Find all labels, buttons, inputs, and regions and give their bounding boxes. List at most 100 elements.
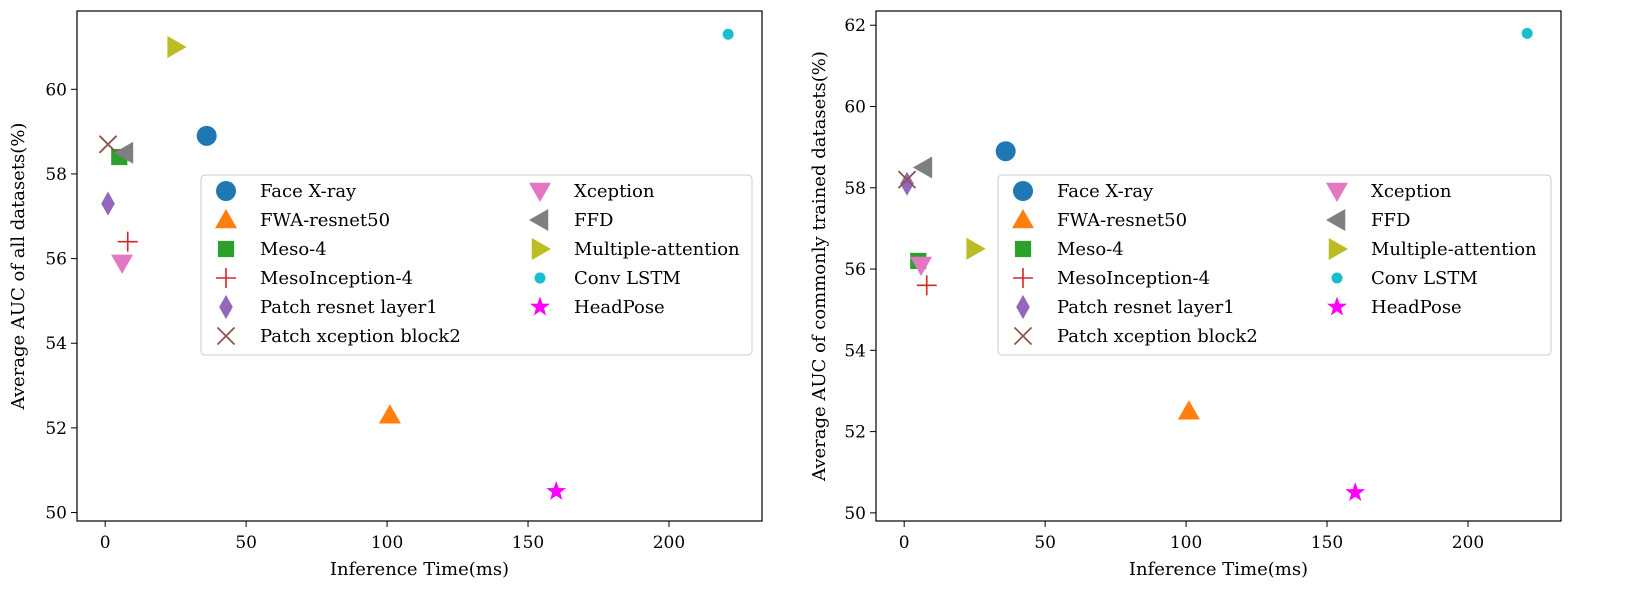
legend-entry-multiple-attention: Multiple-attention [531, 238, 740, 260]
legend-marker-patch-xception-block2 [216, 326, 236, 346]
legend-marker-fwa-resnet50 [215, 209, 237, 229]
legend-marker-xception [1326, 182, 1348, 202]
y-tick-label: 56 [45, 250, 67, 270]
legend-marker-meso-4 [1014, 240, 1032, 258]
x-tick-label: 100 [371, 533, 403, 553]
data-points [897, 27, 1533, 502]
legend-entry-mesoinception-4: MesoInception-4 [1013, 268, 1210, 289]
x-axis-label: Inference Time(ms) [1129, 559, 1308, 580]
data-point-ffd [113, 141, 134, 164]
data-point-mesoinception-4 [916, 275, 937, 296]
x-tick-label: 150 [512, 533, 544, 553]
data-point-conv-lstm [722, 28, 734, 40]
y-tick-label: 60 [45, 80, 67, 100]
data-point-multiple-attention [167, 35, 187, 58]
y-tick-label: 58 [844, 179, 866, 199]
y-axis-label: Average AUC of all datasets(%) [8, 123, 29, 411]
y-axis-label: Average AUC of commonly trained datasets… [809, 51, 830, 482]
legend-entry-fwa-resnet50: FWA-resnet50 [215, 209, 390, 231]
legend-label: HeadPose [1371, 297, 1462, 318]
legend-marker-headpose [530, 296, 550, 316]
data-point-headpose [1345, 482, 1366, 502]
legend-label: FFD [574, 210, 613, 231]
legend-entry-patch-resnet-layer1: Patch resnet layer1 [1016, 294, 1235, 320]
legend-entry-meso-4: Meso-4 [217, 239, 327, 260]
legend-marker-meso-4 [217, 240, 235, 258]
data-point-fwa-resnet50 [378, 404, 401, 424]
legend-label: MesoInception-4 [1057, 268, 1210, 289]
x-tick-label: 0 [100, 533, 111, 553]
legend-label: Conv LSTM [574, 268, 681, 289]
legend-entry-headpose: HeadPose [1327, 296, 1462, 318]
data-point-ffd [912, 156, 933, 179]
data-point-multiple-attention [966, 237, 986, 260]
legend-marker-face-x-ray [1013, 181, 1033, 201]
legend-label: Meso-4 [1057, 239, 1124, 260]
y-tick-label: 52 [45, 419, 67, 439]
legend-marker-conv-lstm [1331, 272, 1343, 284]
legend-marker-xception [529, 182, 551, 202]
legend-marker-patch-resnet-layer1 [219, 294, 233, 320]
legend-entry-headpose: HeadPose [530, 296, 665, 318]
plot-area [875, 10, 1562, 522]
legend-marker-multiple-attention [1328, 238, 1348, 260]
legend-marker-mesoinception-4 [216, 268, 236, 288]
legend-label: Meso-4 [260, 239, 327, 260]
legend-entry-ffd: FFD [1326, 209, 1410, 231]
data-point-patch-xception-block2 [897, 170, 917, 189]
legend-marker-headpose [1327, 296, 1347, 316]
legend-entry-conv-lstm: Conv LSTM [1331, 268, 1478, 289]
legend-label: Patch xception block2 [1057, 326, 1258, 347]
data-point-conv-lstm [1521, 27, 1533, 39]
legend-entry-xception: Xception [529, 181, 655, 202]
legend-entry-patch-resnet-layer1: Patch resnet layer1 [219, 294, 438, 320]
x-tick-label: 200 [653, 533, 685, 553]
left-chart: 0 50 100 150 200 50 52 54 56 58 60 Inference Time(m… [8, 10, 763, 580]
legend-label: HeadPose [574, 297, 665, 318]
legend-marker-patch-resnet-layer1 [1016, 294, 1030, 320]
legend-label: FFD [1371, 210, 1410, 231]
x-tick-label: 0 [899, 533, 910, 553]
legend-label: Xception [574, 181, 655, 202]
legend-label: Patch xception block2 [260, 326, 461, 347]
legend-marker-patch-xception-block2 [1013, 326, 1033, 346]
x-tick-label: 50 [235, 533, 257, 553]
legend-label: Conv LSTM [1371, 268, 1478, 289]
plot-area [76, 10, 763, 522]
x-axis-label: Inference Time(ms) [330, 559, 509, 580]
legend-entry-multiple-attention: Multiple-attention [1328, 238, 1537, 260]
legend-label: Patch resnet layer1 [1057, 297, 1235, 318]
data-point-face-x-ray [995, 141, 1016, 162]
data-point-mesoinception-4 [117, 231, 138, 252]
legend-marker-ffd [529, 209, 549, 231]
legend-entry-ffd: FFD [529, 209, 613, 231]
data-point-fwa-resnet50 [1177, 400, 1200, 420]
legend-label: Xception [1371, 181, 1452, 202]
x-tick-label: 200 [1452, 533, 1484, 553]
data-point-xception [910, 256, 933, 276]
legend-label: Multiple-attention [574, 239, 740, 260]
legend-label: Face X-ray [260, 181, 357, 202]
legend-entry-conv-lstm: Conv LSTM [534, 268, 681, 289]
data-point-patch-xception-block2 [98, 135, 118, 154]
y-tick-label: 54 [45, 334, 67, 354]
legend-marker-face-x-ray [216, 181, 236, 201]
data-point-patch-resnet-layer1 [101, 191, 115, 216]
y-tick-label: 58 [45, 165, 67, 185]
data-point-headpose [546, 480, 567, 500]
legend-label: Multiple-attention [1371, 239, 1537, 260]
legend-entry-mesoinception-4: MesoInception-4 [216, 268, 413, 289]
legend-label: MesoInception-4 [260, 268, 413, 289]
legend-frame [200, 174, 753, 356]
legend-label: FWA-resnet50 [260, 210, 390, 231]
legend: Face X-ray FWA-resnet50 Meso-4 MesoInceptio… [200, 174, 753, 356]
data-point-patch-resnet-layer1 [900, 171, 914, 196]
legend-marker-fwa-resnet50 [1012, 209, 1034, 229]
data-point-xception [111, 254, 134, 274]
data-points [98, 28, 734, 500]
legend-frame [997, 174, 1552, 356]
y-tick-label: 50 [45, 504, 67, 524]
y-tick-label: 50 [844, 504, 866, 524]
x-tick-label: 100 [1170, 533, 1202, 553]
